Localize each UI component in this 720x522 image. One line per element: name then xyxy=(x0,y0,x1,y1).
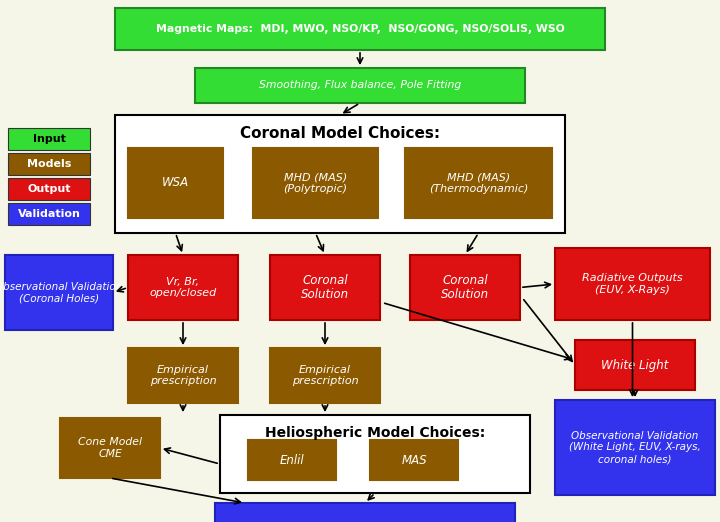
Text: Coronal
Solution: Coronal Solution xyxy=(301,274,349,302)
FancyBboxPatch shape xyxy=(60,418,160,478)
FancyBboxPatch shape xyxy=(405,148,552,218)
FancyBboxPatch shape xyxy=(128,148,223,218)
Text: MHD (MAS)
(Polytropic): MHD (MAS) (Polytropic) xyxy=(284,172,348,194)
Text: Vr, Br,
open/closed: Vr, Br, open/closed xyxy=(149,277,217,298)
FancyBboxPatch shape xyxy=(8,203,90,225)
Text: Empirical
prescription: Empirical prescription xyxy=(292,365,359,386)
Text: Cone Model
CME: Cone Model CME xyxy=(78,437,142,459)
Text: Magnetic Maps:  MDI, MWO, NSO/KP,  NSO/GONG, NSO/SOLIS, WSO: Magnetic Maps: MDI, MWO, NSO/KP, NSO/GON… xyxy=(156,24,564,34)
FancyBboxPatch shape xyxy=(370,440,458,480)
Text: Observational Validation
(White Light, EUV, X-rays,
coronal holes): Observational Validation (White Light, E… xyxy=(569,431,701,464)
FancyBboxPatch shape xyxy=(8,128,90,150)
FancyBboxPatch shape xyxy=(115,8,605,50)
Text: Output: Output xyxy=(27,184,71,194)
FancyBboxPatch shape xyxy=(248,440,336,480)
FancyBboxPatch shape xyxy=(575,340,695,390)
FancyBboxPatch shape xyxy=(8,153,90,175)
FancyBboxPatch shape xyxy=(195,68,525,103)
Text: Validation: Validation xyxy=(17,209,81,219)
FancyBboxPatch shape xyxy=(220,415,530,493)
FancyBboxPatch shape xyxy=(8,178,90,200)
Text: Smoothing, Flux balance, Pole Fitting: Smoothing, Flux balance, Pole Fitting xyxy=(259,80,461,90)
Text: MAS: MAS xyxy=(401,454,427,467)
FancyBboxPatch shape xyxy=(115,115,565,233)
Text: Coronal
Solution: Coronal Solution xyxy=(441,274,489,302)
Text: MHD (MAS)
(Thermodynamic): MHD (MAS) (Thermodynamic) xyxy=(429,172,528,194)
Text: Empirical
prescription: Empirical prescription xyxy=(150,365,216,386)
Text: Input: Input xyxy=(32,134,66,144)
Text: Radiative Outputs
(EUV, X-Rays): Radiative Outputs (EUV, X-Rays) xyxy=(582,273,683,295)
FancyBboxPatch shape xyxy=(128,255,238,320)
FancyBboxPatch shape xyxy=(555,400,715,495)
Text: Coronal Model Choices:: Coronal Model Choices: xyxy=(240,125,440,140)
FancyBboxPatch shape xyxy=(5,255,113,330)
Text: Models: Models xyxy=(27,159,71,169)
FancyBboxPatch shape xyxy=(270,255,380,320)
FancyBboxPatch shape xyxy=(253,148,378,218)
Text: Observational Validation
(Coronal Holes): Observational Validation (Coronal Holes) xyxy=(0,282,122,303)
Text: White Light: White Light xyxy=(601,359,669,372)
FancyBboxPatch shape xyxy=(410,255,520,320)
FancyBboxPatch shape xyxy=(270,348,380,403)
FancyBboxPatch shape xyxy=(215,503,515,522)
FancyBboxPatch shape xyxy=(555,248,710,320)
FancyBboxPatch shape xyxy=(128,348,238,403)
Text: Enlil: Enlil xyxy=(279,454,305,467)
Text: Heliospheric Model Choices:: Heliospheric Model Choices: xyxy=(265,426,485,440)
Text: WSA: WSA xyxy=(162,176,189,189)
